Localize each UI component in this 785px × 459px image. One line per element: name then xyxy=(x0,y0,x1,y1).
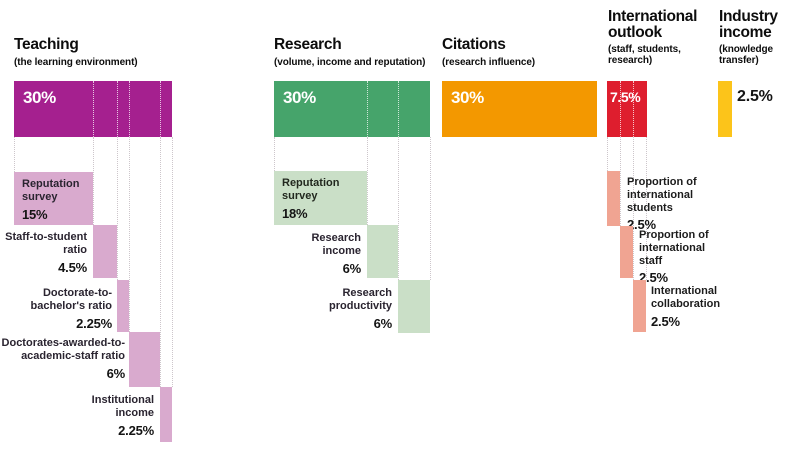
component-label: Doctorate-to-bachelor's ratio xyxy=(30,287,112,312)
guide-line xyxy=(117,137,118,280)
dotted-divider xyxy=(93,81,94,137)
component-block-research-productivity xyxy=(398,280,430,333)
dotted-divider xyxy=(633,81,634,137)
component-weight: 6% xyxy=(342,260,362,276)
component-weight: 2.25% xyxy=(76,315,112,331)
component-block-international-collaboration xyxy=(633,280,646,332)
component-block-international-staff xyxy=(620,226,633,278)
guide-line xyxy=(129,137,130,332)
dotted-divider xyxy=(367,81,368,137)
guide-line xyxy=(93,137,94,225)
pillar-title-industry-income: Industry income xyxy=(719,8,778,41)
component-weight: 6% xyxy=(373,315,393,331)
guide-line xyxy=(398,137,399,280)
component-weight: 2.5% xyxy=(639,270,668,286)
pillar-title-research: Research xyxy=(274,36,342,53)
component-label: Research income xyxy=(311,232,361,257)
component-label: Institutional income xyxy=(91,394,154,419)
component-label: Reputation survey xyxy=(22,178,80,203)
citations-weight-label: 30% xyxy=(451,88,484,107)
component-label: International collaboration xyxy=(651,285,721,310)
component-block-international-students xyxy=(607,171,620,226)
component-label: Proportion of international students xyxy=(627,176,697,214)
dotted-divider xyxy=(129,81,130,137)
international-outlook-weight-label: 7.5% xyxy=(610,89,641,105)
component-block-research-income xyxy=(367,225,398,278)
component-block-staff-to-student-ratio xyxy=(93,225,117,278)
guide-line xyxy=(607,137,608,171)
component-block-institutional-income xyxy=(160,387,172,442)
pillar-subtitle-teaching: (the learning environment) xyxy=(14,57,138,68)
pillar-subtitle-citations: (research influence) xyxy=(442,57,536,68)
citations-weight-bar: 30% xyxy=(442,81,597,137)
guide-line xyxy=(172,137,173,387)
guide-line xyxy=(367,137,368,225)
guide-line xyxy=(646,137,647,280)
pillar-title-international-outlook: International outlook xyxy=(608,8,698,41)
component-label: Reputation survey xyxy=(282,177,340,202)
research-weight-bar: 30% xyxy=(274,81,430,137)
dotted-divider xyxy=(117,81,118,137)
component-weight: 2.5% xyxy=(651,313,680,329)
pillar-title-teaching: Teaching xyxy=(14,36,79,53)
component-block-reputation-survey-research xyxy=(274,171,367,225)
teaching-weight-label: 30% xyxy=(23,88,56,107)
component-weight: 18% xyxy=(282,205,308,221)
component-label: Proportion of international staff xyxy=(639,229,709,267)
component-weight: 6% xyxy=(106,365,126,381)
guide-line xyxy=(430,137,431,280)
pillar-subtitle-research: (volume, income and reputation) xyxy=(274,57,426,68)
industry-income-weight-bar xyxy=(718,81,732,137)
component-block-doctorates-awarded-ratio xyxy=(129,332,160,387)
dotted-divider xyxy=(398,81,399,137)
pillar-title-citations: Citations xyxy=(442,36,506,53)
component-label: Staff-to-student ratio xyxy=(5,231,87,256)
guide-line xyxy=(633,137,634,280)
teaching-weight-bar: 30% xyxy=(14,81,172,137)
guide-line xyxy=(620,137,621,226)
component-label: Research productivity xyxy=(329,287,392,312)
pillar-subtitle-international-outlook: (staff, students, research) xyxy=(608,44,681,67)
component-label: Doctorates-awarded-to-academic-staff rat… xyxy=(1,337,125,362)
industry-income-weight-label: 2.5% xyxy=(737,88,773,105)
component-block-doctorate-to-bachelors-ratio xyxy=(117,280,129,332)
component-block-reputation-survey-teaching xyxy=(14,172,93,225)
guide-line xyxy=(14,137,15,172)
dotted-divider xyxy=(620,81,621,137)
international-outlook-weight-bar: 7.5% xyxy=(607,81,647,137)
guide-line xyxy=(274,137,275,171)
component-weight: 4.5% xyxy=(58,259,87,275)
research-weight-label: 30% xyxy=(283,88,316,107)
guide-line xyxy=(160,137,161,387)
component-weight: 2.5% xyxy=(627,217,656,233)
component-weight: 15% xyxy=(22,206,48,222)
component-weight: 2.25% xyxy=(118,422,154,438)
pillar-subtitle-industry-income: (knowledge transfer) xyxy=(719,44,774,67)
dotted-divider xyxy=(160,81,161,137)
